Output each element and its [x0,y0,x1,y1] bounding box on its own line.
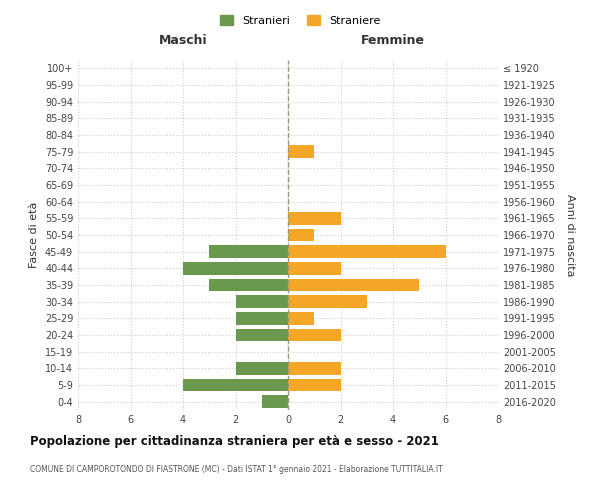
Bar [288,229,314,241]
Bar [262,396,288,408]
Bar [288,279,419,291]
Text: Maschi: Maschi [158,34,208,46]
Text: Femmine: Femmine [361,34,425,46]
Bar [235,329,288,341]
Bar [235,312,288,324]
Legend: Stranieri, Straniere: Stranieri, Straniere [215,10,385,30]
Bar [288,246,445,258]
Bar [288,312,314,324]
Bar [288,329,341,341]
Bar [288,262,341,274]
Bar [183,379,288,391]
Text: COMUNE DI CAMPOROTONDO DI FIASTRONE (MC) - Dati ISTAT 1° gennaio 2021 - Elaboraz: COMUNE DI CAMPOROTONDO DI FIASTRONE (MC)… [30,465,443,474]
Bar [288,362,341,374]
Bar [288,146,314,158]
Y-axis label: Fasce di età: Fasce di età [29,202,39,268]
Bar [183,262,288,274]
Y-axis label: Anni di nascita: Anni di nascita [565,194,575,276]
Bar [235,296,288,308]
Text: Popolazione per cittadinanza straniera per età e sesso - 2021: Popolazione per cittadinanza straniera p… [30,435,439,448]
Bar [235,362,288,374]
Bar [288,212,341,224]
Bar [288,379,341,391]
Bar [288,296,367,308]
Bar [209,279,288,291]
Bar [209,246,288,258]
